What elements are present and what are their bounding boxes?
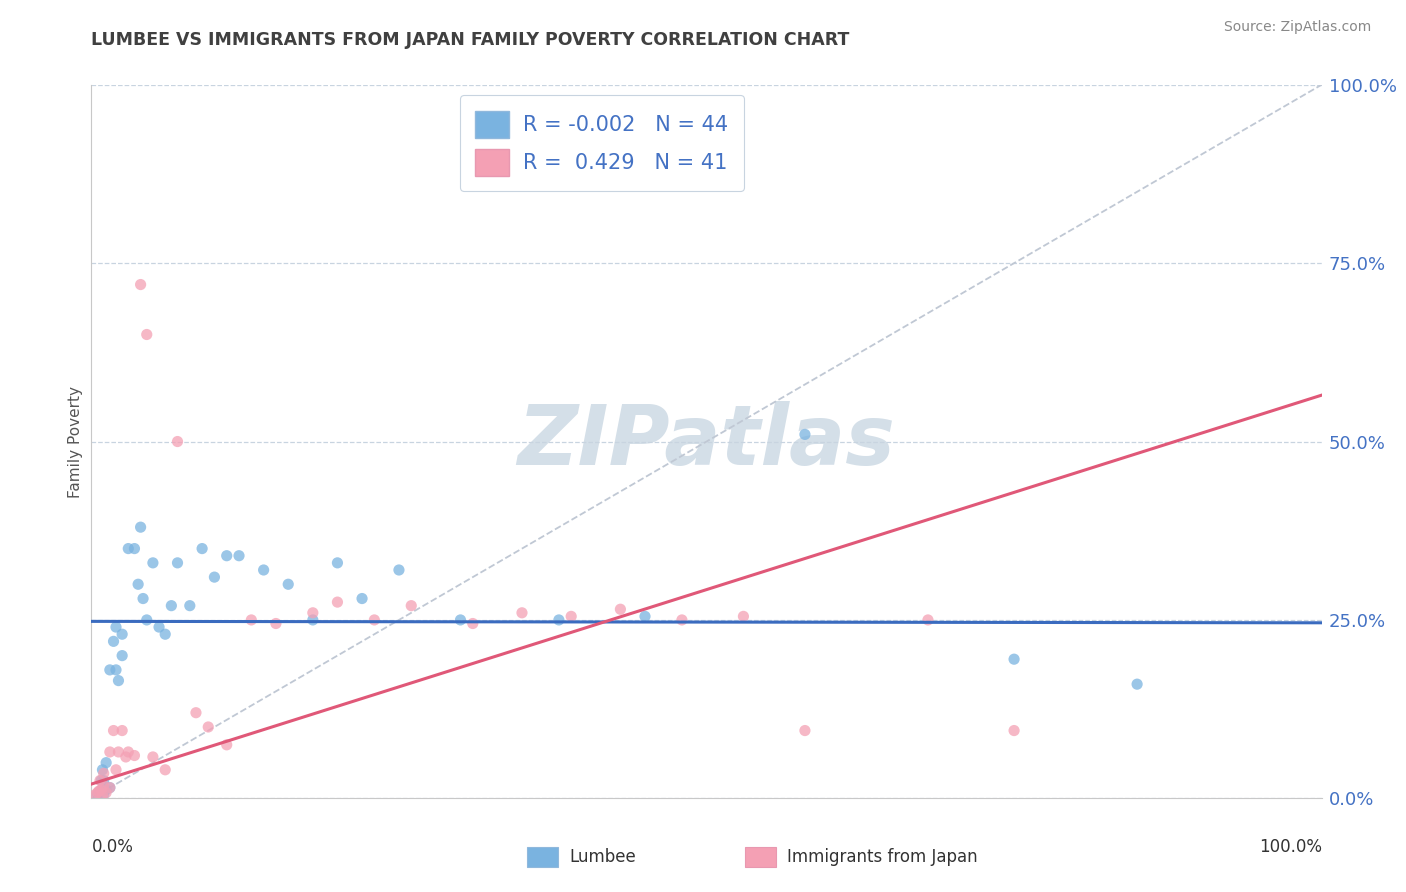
Point xyxy=(793,427,815,442)
Point xyxy=(166,556,188,570)
Point xyxy=(98,663,121,677)
Point xyxy=(132,591,155,606)
Point xyxy=(1126,677,1149,691)
Point xyxy=(135,327,157,342)
Point xyxy=(277,577,299,591)
Point xyxy=(93,779,115,793)
Point xyxy=(107,673,129,688)
Point xyxy=(96,782,117,797)
Point xyxy=(461,616,484,631)
Point xyxy=(228,549,250,563)
Point xyxy=(363,613,385,627)
Point xyxy=(111,648,134,663)
Text: Lumbee: Lumbee xyxy=(569,848,636,866)
Point xyxy=(671,613,693,627)
Point xyxy=(93,766,115,780)
Text: Source: ZipAtlas.com: Source: ZipAtlas.com xyxy=(1223,20,1371,34)
Point xyxy=(191,541,214,556)
Legend: R = -0.002   N = 44, R =  0.429   N = 41: R = -0.002 N = 44, R = 0.429 N = 41 xyxy=(460,95,744,192)
Point xyxy=(560,609,582,624)
Point xyxy=(129,277,152,292)
Point xyxy=(1002,652,1025,666)
Point xyxy=(89,784,111,798)
Text: ZIPatlas: ZIPatlas xyxy=(517,401,896,482)
Point xyxy=(142,556,165,570)
Point xyxy=(153,763,177,777)
Point xyxy=(240,613,263,627)
Point xyxy=(84,788,107,802)
Text: Immigrants from Japan: Immigrants from Japan xyxy=(787,848,979,866)
Point xyxy=(124,748,146,763)
Point xyxy=(264,616,287,631)
Point xyxy=(215,738,238,752)
Point xyxy=(160,599,183,613)
Point xyxy=(215,549,238,563)
Point xyxy=(301,606,323,620)
Bar xyxy=(527,847,558,867)
Point xyxy=(510,606,533,620)
Point xyxy=(93,773,115,788)
Point xyxy=(105,763,127,777)
Point xyxy=(91,788,114,802)
Point xyxy=(179,599,201,613)
Point xyxy=(87,784,110,798)
Point xyxy=(90,782,112,797)
Point xyxy=(135,613,157,627)
Point xyxy=(117,541,139,556)
Point xyxy=(124,541,146,556)
Point xyxy=(733,609,755,624)
Point xyxy=(1002,723,1025,738)
Point xyxy=(107,745,129,759)
Point xyxy=(114,750,138,764)
Point xyxy=(197,720,219,734)
Point xyxy=(91,763,114,777)
Point xyxy=(105,663,127,677)
Point xyxy=(93,788,115,802)
Bar xyxy=(745,847,776,867)
Point xyxy=(301,613,323,627)
Point xyxy=(86,788,108,802)
Point xyxy=(117,745,139,759)
Point xyxy=(96,756,117,770)
Point xyxy=(111,723,134,738)
Point xyxy=(449,613,471,627)
Point xyxy=(129,520,152,534)
Point xyxy=(105,620,127,634)
Point xyxy=(253,563,276,577)
Point xyxy=(98,780,121,795)
Point xyxy=(326,595,349,609)
Point xyxy=(98,745,121,759)
Point xyxy=(111,627,134,641)
Point xyxy=(127,577,149,591)
Point xyxy=(90,773,112,788)
Point xyxy=(103,723,125,738)
Text: 100.0%: 100.0% xyxy=(1258,838,1322,855)
Point xyxy=(547,613,569,627)
Point xyxy=(917,613,939,627)
Point xyxy=(142,750,165,764)
Point xyxy=(388,563,411,577)
Point xyxy=(634,609,657,624)
Point xyxy=(184,706,207,720)
Text: LUMBEE VS IMMIGRANTS FROM JAPAN FAMILY POVERTY CORRELATION CHART: LUMBEE VS IMMIGRANTS FROM JAPAN FAMILY P… xyxy=(91,31,849,49)
Point xyxy=(148,620,170,634)
Point xyxy=(399,599,422,613)
Point xyxy=(96,786,117,800)
Point xyxy=(166,434,188,449)
Point xyxy=(202,570,225,584)
Point xyxy=(793,723,815,738)
Text: 0.0%: 0.0% xyxy=(91,838,134,855)
Point xyxy=(98,780,121,795)
Point xyxy=(153,627,177,641)
Point xyxy=(89,773,111,788)
Point xyxy=(352,591,374,606)
Point xyxy=(326,556,349,570)
Y-axis label: Family Poverty: Family Poverty xyxy=(67,385,83,498)
Point xyxy=(86,786,108,800)
Point xyxy=(103,634,125,648)
Point xyxy=(609,602,631,616)
